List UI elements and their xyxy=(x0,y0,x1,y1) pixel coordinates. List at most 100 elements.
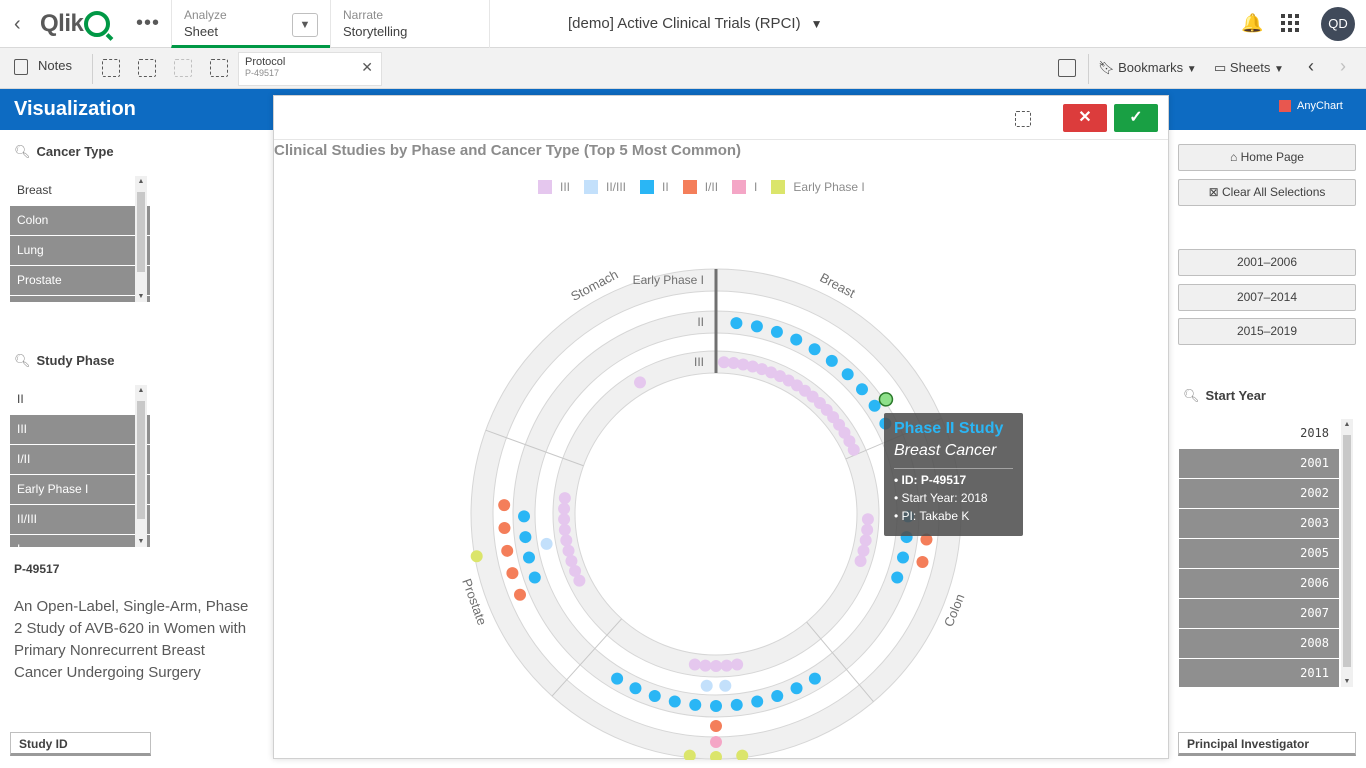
data-point[interactable] xyxy=(634,376,646,389)
data-point[interactable] xyxy=(498,499,511,512)
more-menu-icon[interactable]: ••• xyxy=(136,12,161,34)
data-point[interactable] xyxy=(731,658,744,671)
data-point[interactable] xyxy=(920,533,933,546)
clear-all-selections-button[interactable]: ⊠ Clear All Selections xyxy=(1178,179,1356,206)
legend-item[interactable]: II xyxy=(640,180,669,194)
data-point[interactable] xyxy=(790,682,803,695)
data-point[interactable] xyxy=(859,534,872,547)
study-phase-title[interactable]: 🔍︎ Study Phase xyxy=(14,353,115,369)
scroll-down-icon[interactable]: ▼ xyxy=(137,538,145,545)
data-point[interactable] xyxy=(558,502,571,515)
data-point[interactable] xyxy=(727,357,740,370)
data-point[interactable] xyxy=(897,551,910,564)
bookmarks-button[interactable]: 🔖︎ Bookmarks ▼ xyxy=(1098,60,1197,76)
step-back-icon[interactable] xyxy=(138,59,156,77)
data-point[interactable] xyxy=(565,554,578,567)
data-point[interactable] xyxy=(558,523,571,536)
data-point[interactable] xyxy=(519,531,532,544)
hovered-data-point[interactable] xyxy=(878,392,894,407)
legend-item[interactable]: I/II xyxy=(682,180,718,194)
legend-item[interactable]: III xyxy=(538,180,570,194)
chevron-down-icon[interactable]: ▼ xyxy=(292,13,318,37)
data-point[interactable] xyxy=(719,679,732,692)
bell-icon[interactable]: 🔔 xyxy=(1241,13,1264,33)
list-item[interactable]: I/II xyxy=(10,445,150,475)
scrollbar[interactable]: ▲ ▼ xyxy=(1341,419,1353,687)
cancer-type-title[interactable]: 🔍︎ Cancer Type xyxy=(14,144,114,160)
data-point[interactable] xyxy=(710,720,722,732)
list-item[interactable]: 2001 xyxy=(1179,449,1339,479)
data-point[interactable] xyxy=(522,551,535,564)
data-point[interactable] xyxy=(737,358,750,371)
data-point[interactable] xyxy=(855,383,868,396)
legend-item[interactable]: I xyxy=(732,180,757,194)
list-item[interactable]: II xyxy=(10,385,150,415)
list-item[interactable]: 2005 xyxy=(1179,539,1339,569)
layout-icon[interactable] xyxy=(1058,59,1076,77)
data-point[interactable] xyxy=(790,333,803,346)
smart-search-icon[interactable] xyxy=(102,59,120,77)
home-page-button[interactable]: ⌂ Home Page xyxy=(1178,144,1356,171)
data-point[interactable] xyxy=(710,751,722,760)
data-point[interactable] xyxy=(891,571,904,584)
data-point[interactable] xyxy=(770,325,783,338)
data-point[interactable] xyxy=(513,588,526,601)
qlik-logo[interactable]: Qlik xyxy=(40,10,111,38)
data-point[interactable] xyxy=(562,544,575,557)
data-point[interactable] xyxy=(746,360,759,373)
scroll-down-icon[interactable]: ▼ xyxy=(137,293,145,300)
scroll-up-icon[interactable]: ▲ xyxy=(137,387,145,394)
confirm-button[interactable]: ✓ xyxy=(1114,104,1158,132)
data-point[interactable] xyxy=(868,399,881,412)
data-point[interactable] xyxy=(629,682,642,695)
data-point[interactable] xyxy=(528,571,541,584)
data-point[interactable] xyxy=(573,574,586,587)
list-item[interactable]: Colon xyxy=(10,206,150,236)
data-point[interactable] xyxy=(569,564,582,577)
list-item[interactable]: 2003 xyxy=(1179,509,1339,539)
scroll-thumb[interactable] xyxy=(1343,435,1351,667)
scroll-thumb[interactable] xyxy=(137,192,145,272)
list-item[interactable]: Lung xyxy=(10,236,150,266)
list-item[interactable]: Early Phase I xyxy=(10,475,150,505)
data-point[interactable] xyxy=(861,513,874,526)
data-point[interactable] xyxy=(611,672,624,685)
data-point[interactable] xyxy=(750,320,763,333)
data-point[interactable] xyxy=(710,660,722,672)
data-point[interactable] xyxy=(700,679,713,692)
data-point[interactable] xyxy=(730,317,743,330)
data-point[interactable] xyxy=(540,537,553,550)
list-item[interactable]: 2018 xyxy=(1179,419,1339,449)
scrollbar[interactable]: ▲ ▼ xyxy=(135,176,147,302)
back-arrow-icon[interactable]: ‹ xyxy=(14,13,21,35)
data-point[interactable] xyxy=(558,513,571,526)
prev-sheet-icon[interactable]: ‹ xyxy=(1308,56,1314,76)
data-point[interactable] xyxy=(854,554,867,567)
list-item[interactable]: 2002 xyxy=(1179,479,1339,509)
data-point[interactable] xyxy=(825,354,838,367)
data-point[interactable] xyxy=(730,698,743,711)
data-point[interactable] xyxy=(668,695,681,708)
study-id-header[interactable]: Study ID xyxy=(10,732,151,756)
scrollbar[interactable]: ▲ ▼ xyxy=(135,385,147,547)
list-item[interactable]: 2008 xyxy=(1179,629,1339,659)
list-item[interactable]: 2006 xyxy=(1179,569,1339,599)
data-point[interactable] xyxy=(518,510,531,523)
data-point[interactable] xyxy=(720,659,733,672)
list-item[interactable]: Breast xyxy=(10,176,150,206)
principal-investigator-header[interactable]: Principal Investigator xyxy=(1178,732,1356,756)
data-point[interactable] xyxy=(501,544,514,557)
range-button-2007-2014[interactable]: 2007–2014 xyxy=(1178,284,1356,311)
list-item[interactable] xyxy=(10,296,150,302)
data-point[interactable] xyxy=(699,659,712,672)
tab-narrate[interactable]: Narrate Storytelling xyxy=(330,0,490,48)
data-point[interactable] xyxy=(710,700,722,712)
clear-selections-icon[interactable] xyxy=(1015,111,1031,127)
close-icon[interactable]: ✕ xyxy=(361,59,373,75)
data-point[interactable] xyxy=(808,672,821,685)
tab-analyze[interactable]: Analyze Sheet xyxy=(171,0,330,48)
clear-selections-icon[interactable] xyxy=(210,59,228,77)
cancel-button[interactable]: ✕ xyxy=(1063,104,1107,132)
range-button-2015-2019[interactable]: 2015–2019 xyxy=(1178,318,1356,345)
data-point[interactable] xyxy=(857,544,870,557)
